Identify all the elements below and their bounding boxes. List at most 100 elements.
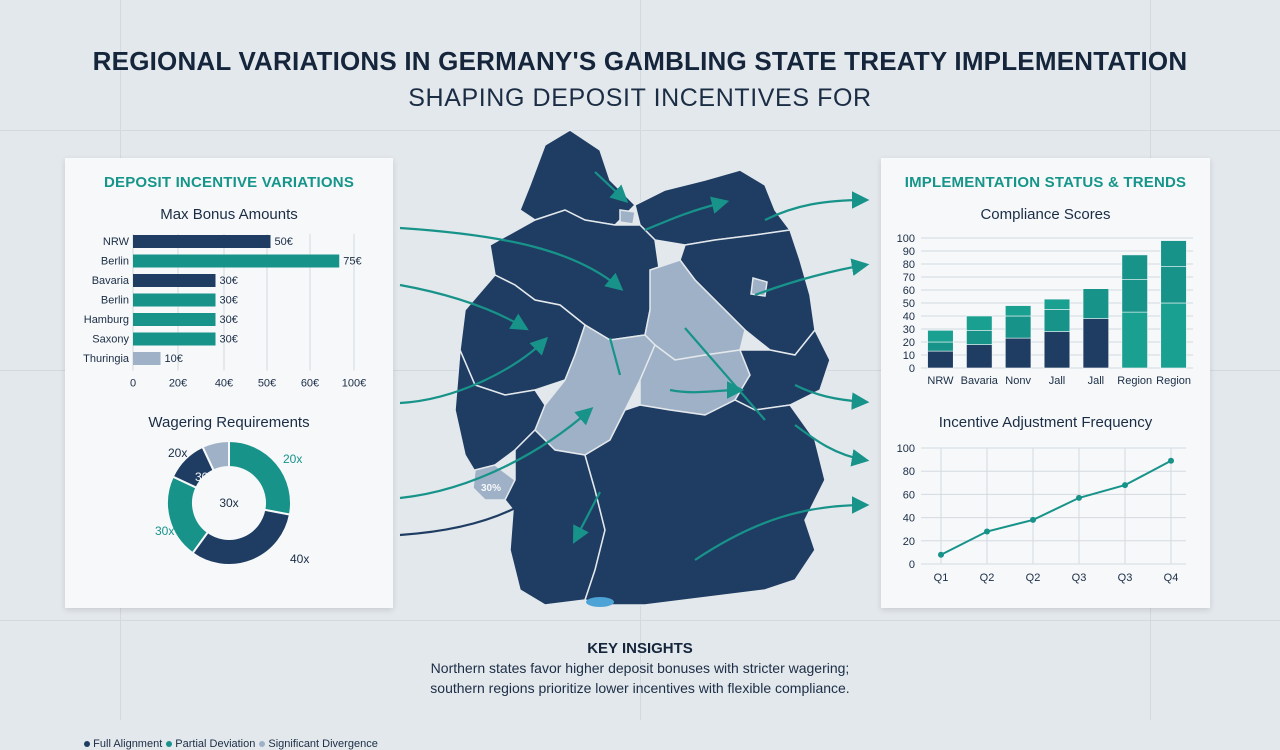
deposit-incentive-panel: DEPOSIT INCENTIVE VARIATIONS Max Bonus A… bbox=[65, 158, 393, 750]
chart-title: Compliance Scores bbox=[980, 206, 1111, 223]
bar-segment bbox=[1005, 305, 1032, 317]
series-line bbox=[940, 459, 1172, 556]
bar-value-label: 50€ bbox=[275, 236, 293, 248]
bar bbox=[133, 235, 271, 248]
bar-segment bbox=[1043, 331, 1071, 369]
data-point bbox=[984, 528, 990, 535]
bar bbox=[133, 254, 340, 268]
bar bbox=[133, 352, 161, 365]
y-tick-label: 20 bbox=[903, 337, 915, 349]
bar bbox=[133, 313, 216, 326]
bar-value-label: 30€ bbox=[220, 314, 238, 326]
map-region-bavaria bbox=[584, 399, 826, 606]
x-tick-label: Q2 bbox=[980, 572, 995, 584]
x-tick-label: Q4 bbox=[1164, 572, 1179, 584]
map-region-hamburg bbox=[619, 209, 636, 225]
bar-segment bbox=[927, 330, 954, 343]
bar-segment bbox=[1082, 318, 1109, 369]
bar bbox=[133, 332, 216, 346]
slice-label: 20x bbox=[283, 452, 302, 466]
data-point bbox=[938, 551, 944, 558]
bar-segment bbox=[1121, 311, 1148, 369]
donut-center-label: 30x bbox=[219, 496, 238, 510]
y-tick-label: 0 bbox=[909, 363, 915, 375]
max-bonus-bar-chart: 0 20€ 40€ 50€ 60€ 100€ NRW 50€ Berlin 75€ Bavaria 3… bbox=[83, 234, 366, 389]
page-subtitle: SHAPING DEPOSIT INCENTIVES FOR bbox=[408, 84, 872, 112]
y-tick-label: 80 bbox=[903, 259, 915, 271]
y-tick-label: 40 bbox=[903, 513, 915, 525]
y-tick-label: 100 bbox=[897, 233, 915, 245]
y-tick-label: 100 bbox=[897, 443, 915, 455]
bar bbox=[133, 293, 216, 307]
x-tick-label: Q1 bbox=[934, 572, 949, 584]
y-category-label: Berlin bbox=[101, 256, 129, 268]
map-arrows bbox=[399, 171, 870, 561]
legend-swatch bbox=[84, 740, 91, 747]
y-tick-label: 10 bbox=[903, 350, 915, 362]
page-title: REGIONAL VARIATIONS IN GERMANY'S GAMBLIN… bbox=[92, 46, 1188, 76]
x-tick-label: Q3 bbox=[1118, 572, 1133, 584]
y-tick-label: 90 bbox=[903, 246, 915, 258]
y-tick-label: 60 bbox=[903, 489, 915, 501]
adjustment-frequency-line-chart: 0 20 40 60 80 100 Q1 Q2 Q2 Q3 Q3 Q4 bbox=[897, 443, 1186, 584]
map-regions bbox=[454, 129, 831, 607]
bar-segment bbox=[966, 315, 993, 331]
insights-text: southern regions prioritize lower incent… bbox=[430, 680, 850, 696]
bar-segment bbox=[966, 344, 993, 369]
y-category-label: Berlin bbox=[101, 295, 129, 307]
slice-label: 30x bbox=[155, 524, 174, 538]
insights-text: Northern states favor higher deposit bon… bbox=[430, 660, 850, 676]
chart-title: Incentive Adjustment Frequency bbox=[938, 414, 1153, 431]
x-tick-label: Region bbox=[1117, 375, 1152, 387]
x-tick-label: Region bbox=[1156, 375, 1191, 387]
legend-swatch bbox=[166, 740, 173, 747]
y-tick-label: 20 bbox=[903, 536, 915, 548]
x-tick-label: Bavaria bbox=[961, 375, 999, 387]
x-tick-label: 20€ bbox=[169, 378, 187, 389]
map-region-label: 30% bbox=[481, 483, 501, 494]
bar-value-label: 75€ bbox=[343, 256, 361, 268]
slice-label: 20x bbox=[168, 446, 187, 460]
x-tick-label: 60€ bbox=[301, 378, 319, 389]
bar-segment bbox=[966, 330, 993, 345]
map-lake-constance bbox=[586, 597, 614, 607]
panel-heading: DEPOSIT INCENTIVE VARIATIONS bbox=[103, 174, 355, 191]
y-tick-label: 60 bbox=[903, 285, 915, 297]
y-category-label: Saxony bbox=[92, 334, 129, 346]
x-tick-label: Q2 bbox=[1026, 572, 1041, 584]
x-tick-label: Jall bbox=[1049, 375, 1066, 387]
bar-value-label: 30€ bbox=[220, 334, 238, 346]
bar-segment bbox=[927, 350, 954, 369]
y-tick-label: 70 bbox=[903, 272, 915, 284]
map-arrow-navy bbox=[399, 476, 559, 537]
y-tick-label: 30 bbox=[903, 324, 915, 336]
bar-segment bbox=[1160, 266, 1187, 304]
x-tick-label: NRW bbox=[927, 375, 954, 387]
bar-segment bbox=[1121, 254, 1148, 280]
bar-segment bbox=[1121, 279, 1148, 313]
data-point bbox=[1076, 494, 1082, 501]
chart-title: Max Bonus Amounts bbox=[160, 206, 298, 223]
y-category-label: Thuringia bbox=[83, 353, 130, 365]
y-category-label: NRW bbox=[103, 236, 130, 248]
panel-heading: IMPLEMENTATION STATUS & TRENDS bbox=[904, 174, 1187, 191]
y-tick-label: 50 bbox=[903, 298, 915, 310]
bar-segment bbox=[1160, 240, 1187, 267]
data-point bbox=[1030, 516, 1036, 523]
y-category-label: Bavaria bbox=[92, 275, 130, 287]
data-point bbox=[1122, 482, 1128, 489]
x-tick-label: 40€ bbox=[215, 378, 233, 389]
germany-map: 30% bbox=[399, 129, 870, 607]
y-category-label: Hamburg bbox=[84, 314, 129, 326]
bar-segment bbox=[1043, 309, 1071, 332]
insights-title: KEY INSIGHTS bbox=[587, 640, 693, 657]
bar-segment bbox=[1160, 302, 1187, 369]
chart-title: Wagering Requirements bbox=[148, 414, 310, 431]
data-point bbox=[1168, 457, 1174, 464]
legend-label: Full Alignment bbox=[93, 738, 163, 750]
slice-label: 40x bbox=[290, 552, 309, 566]
legend-label: Partial Deviation bbox=[175, 738, 256, 750]
x-tick-label: 100€ bbox=[342, 378, 366, 389]
bar-segment bbox=[927, 341, 954, 352]
